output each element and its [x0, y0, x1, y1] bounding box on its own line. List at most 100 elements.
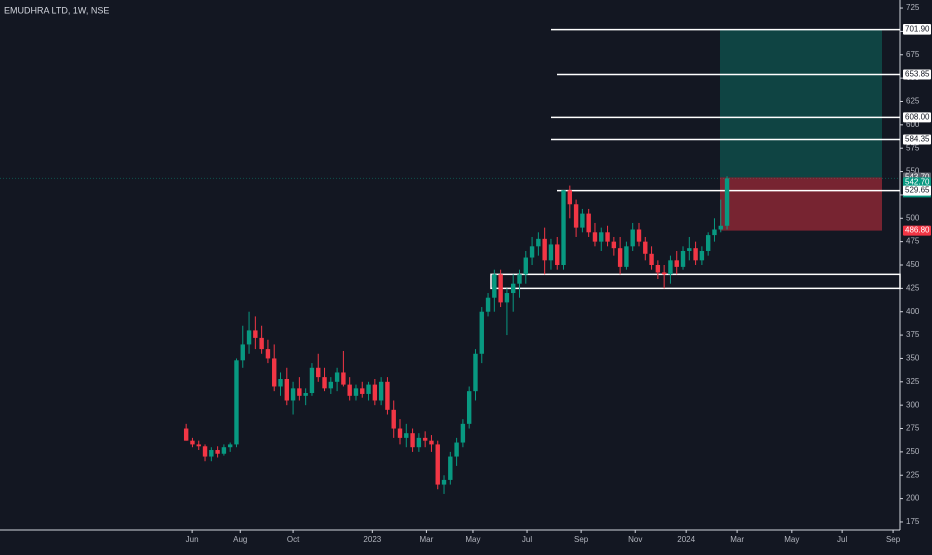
y-tick-label: 475 [906, 237, 920, 246]
candle-body [259, 337, 264, 350]
price-label: 701.90 [905, 25, 930, 34]
support-zone [490, 273, 901, 290]
x-tick-label: Oct [287, 535, 300, 544]
candle-body [693, 248, 698, 261]
candle-body [718, 225, 723, 230]
candle-body [523, 257, 528, 275]
price-label-box [903, 185, 931, 196]
y-tick-label: 175 [906, 517, 920, 526]
candle-body [712, 229, 717, 236]
candle-body [454, 442, 459, 457]
candle-body [397, 428, 403, 438]
candle-body [272, 358, 277, 387]
candle-body [360, 388, 365, 394]
candle-body [366, 384, 371, 394]
y-tick-label: 575 [906, 143, 920, 152]
y-tick-label: 675 [906, 50, 920, 59]
candle-body [674, 260, 679, 267]
candle-body [448, 456, 453, 480]
candle-body [385, 381, 390, 410]
x-tick-label: Sep [574, 535, 589, 544]
price-label: 486.80 [905, 226, 930, 235]
candle-body [617, 248, 623, 267]
x-tick-label: Mar [730, 535, 744, 544]
y-tick-label: 425 [906, 283, 920, 292]
x-tick-label: Aug [233, 535, 247, 544]
candle-body [485, 297, 491, 312]
candle-body [636, 229, 642, 242]
x-tick-label: May [784, 535, 799, 544]
candle-body [592, 232, 598, 242]
candle-body [605, 232, 610, 242]
stop-zone [720, 177, 882, 231]
candle-body [517, 274, 522, 284]
candle-body [649, 253, 654, 265]
candle-body [630, 229, 635, 247]
candle-body [611, 241, 617, 249]
candle-body [536, 238, 541, 247]
y-tick-label: 400 [906, 307, 920, 316]
candle-body [246, 330, 252, 345]
candle-body [416, 437, 422, 448]
x-tick-label: Sep [886, 535, 901, 544]
candle-body [196, 444, 201, 447]
candle-body [316, 367, 321, 378]
price-label-box [903, 225, 931, 236]
candle-body [699, 250, 705, 261]
candle-body [209, 450, 214, 457]
candle-body [334, 372, 340, 382]
candle-body [580, 213, 585, 228]
y-tick-label: 325 [906, 377, 920, 386]
candle-body [548, 244, 554, 261]
candle-body [466, 391, 472, 424]
x-tick-label: May [465, 535, 480, 544]
y-tick-label: 450 [906, 260, 920, 269]
price-label-box [903, 134, 931, 145]
candle-body [297, 388, 302, 396]
x-tick-label: 2024 [677, 535, 695, 544]
target-zone [720, 29, 882, 178]
price-label: 542.70 [905, 177, 930, 186]
candle-body [643, 241, 648, 254]
y-tick-label: 625 [906, 97, 920, 106]
candle-body [202, 446, 208, 457]
candle-body [422, 437, 428, 441]
price-label-box [903, 24, 931, 35]
candle-body [435, 444, 440, 485]
price-label: 543.70 [905, 173, 930, 182]
price-label: 584.35 [905, 135, 930, 144]
candle-body [303, 393, 308, 396]
y-tick-label: 600 [906, 120, 920, 129]
candle-body [687, 248, 692, 251]
x-tick-label: Jul [837, 535, 847, 544]
candle-body [372, 384, 378, 401]
candle-body [265, 349, 271, 359]
y-tick-label: 500 [906, 213, 920, 222]
candle-body [492, 274, 497, 298]
y-tick-label: 200 [906, 494, 920, 503]
price-label-box [903, 69, 931, 80]
candle-body [479, 311, 484, 354]
chart-title: EMUDHRA LTD, 1W, NSE [4, 5, 109, 15]
y-tick-label: 225 [906, 470, 920, 479]
x-tick-label: 2023 [363, 535, 381, 544]
price-label: 529.65 [905, 186, 930, 195]
price-label: 653.85 [905, 70, 930, 79]
y-tick-label: 550 [906, 167, 920, 176]
candle-body [441, 479, 447, 485]
candle-body [429, 440, 434, 445]
x-tick-label: Mar [420, 535, 434, 544]
candle-body [661, 272, 667, 275]
candle-body [353, 388, 359, 396]
candle-body [473, 353, 478, 392]
candle-body [567, 190, 573, 205]
candle-body [655, 265, 661, 273]
candle-body [555, 244, 560, 265]
y-tick-label: 250 [906, 447, 920, 456]
candle-body [460, 423, 466, 443]
candle-body [183, 428, 189, 441]
candle-body [561, 190, 566, 265]
price-label-box [903, 177, 931, 188]
candle-body [586, 213, 591, 233]
